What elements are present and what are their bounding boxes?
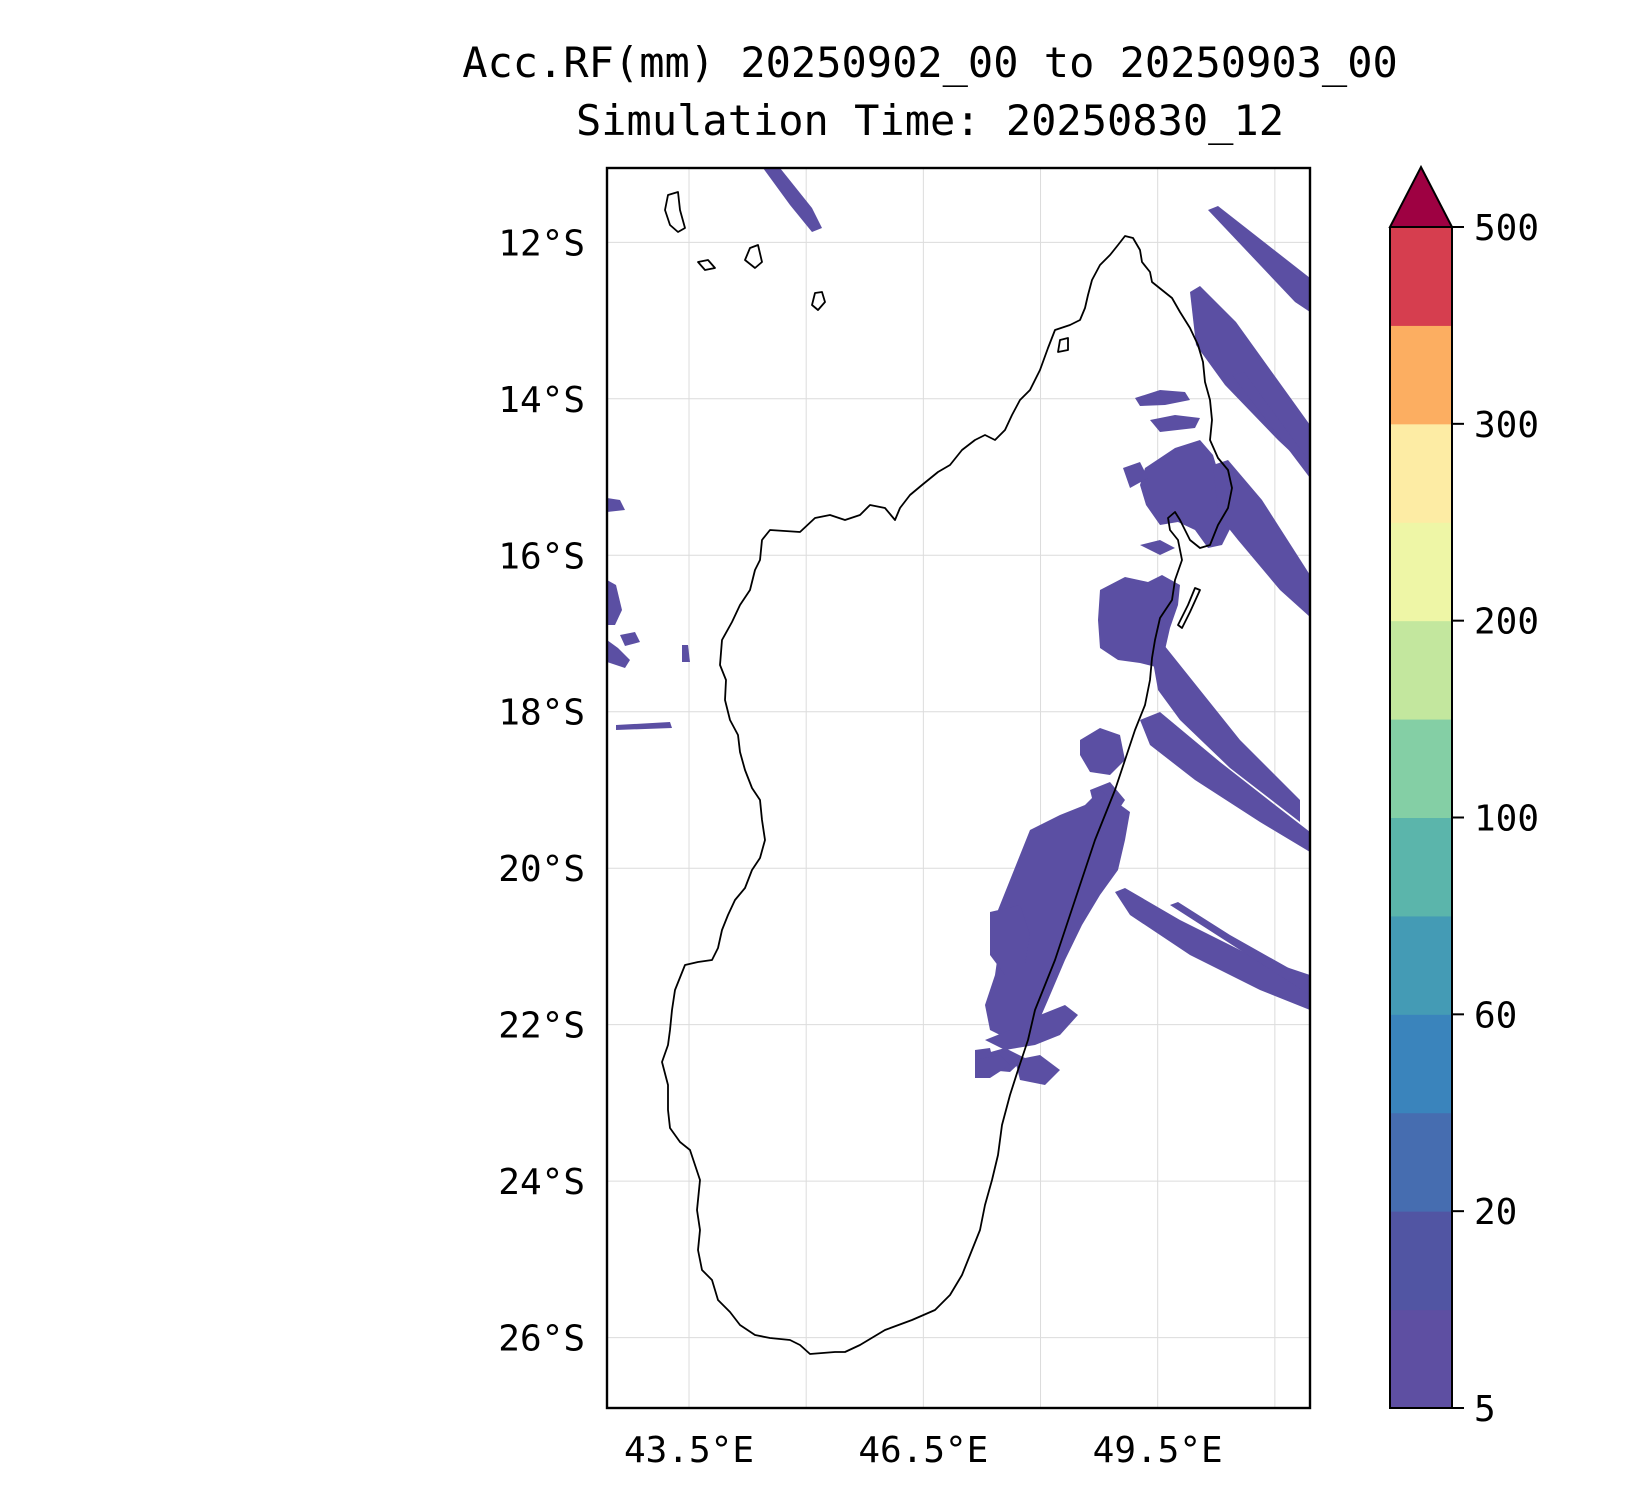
colorbar-segment xyxy=(1390,325,1452,425)
madagascar-outline xyxy=(661,235,1233,1355)
rain-blob-sw-1 xyxy=(990,905,1030,975)
rain-blob-coast-1 xyxy=(1080,728,1125,775)
colorbar-segment xyxy=(1390,1211,1452,1311)
graticule xyxy=(607,168,1310,1408)
rain-band-northeast-3 xyxy=(1232,372,1310,478)
colorbar-tick-label: 100 xyxy=(1474,799,1539,840)
colorbar-tick-label: 500 xyxy=(1474,208,1539,249)
rain-band-coastal-south xyxy=(985,790,1130,1040)
colorbar-tick-label: 300 xyxy=(1474,405,1539,446)
lat-tick-label: 26°S xyxy=(498,1319,585,1360)
rain-band-northeast-1 xyxy=(1208,206,1310,312)
colorbar-segment xyxy=(1390,1112,1452,1212)
rain-blob-interior-3 xyxy=(1015,1055,1060,1085)
lat-tick-label: 22°S xyxy=(498,1006,585,1047)
rain-band-south-2 xyxy=(1170,902,1310,995)
colorbar-segment xyxy=(1390,1309,1452,1409)
rain-band-east-3 xyxy=(1140,712,1310,852)
rain-blob-north-1 xyxy=(1135,390,1190,406)
rain-blob-north-4 xyxy=(1140,540,1175,555)
rain-band-south-streak xyxy=(1115,888,1310,1010)
rain-blob-north-3 xyxy=(1123,462,1148,488)
rainfall-shading xyxy=(607,168,1310,1085)
lat-tick-label: 16°S xyxy=(498,536,585,577)
lat-tick-label: 14°S xyxy=(498,380,585,421)
rain-blob-nw-1 xyxy=(763,168,822,232)
colorbar-tick-label: 200 xyxy=(1474,602,1539,643)
colorbar-tick-label: 60 xyxy=(1474,995,1517,1036)
longitude-tick-labels: 43.5°E 46.5°E 49.5°E xyxy=(624,1430,1223,1471)
colorbar-segment xyxy=(1390,423,1452,523)
colorbar-segment xyxy=(1390,915,1452,1015)
rain-blob-antongil xyxy=(1140,440,1232,548)
rain-blob-west-4 xyxy=(620,632,640,646)
rain-blob-west-6 xyxy=(616,722,672,730)
lon-tick-label: 43.5°E xyxy=(624,1430,754,1471)
lon-tick-label: 49.5°E xyxy=(1093,1430,1223,1471)
lat-tick-label: 24°S xyxy=(498,1162,585,1203)
coastline xyxy=(661,191,1233,1355)
map-subtitle: Simulation Time: 20250830_12 xyxy=(575,96,1284,145)
lon-tick-label: 46.5°E xyxy=(858,1430,988,1471)
map-title: Acc.RF(mm) 20250902_00 to 20250903_00 xyxy=(462,38,1398,87)
rain-blob-west-2 xyxy=(607,580,622,625)
rain-band-east-1 xyxy=(1213,460,1310,617)
rain-blob-south-tail xyxy=(975,1055,1010,1078)
lat-tick-label: 18°S xyxy=(498,693,585,734)
lat-tick-label: 12°S xyxy=(498,223,585,264)
latitude-tick-labels: 12°S 14°S 16°S 18°S 20°S 22°S 24°S 26°S xyxy=(498,223,585,1359)
colorbar-segment xyxy=(1390,817,1452,917)
rain-blob-west-3 xyxy=(607,640,630,668)
island-anjouan xyxy=(744,244,763,269)
island-nosy-be xyxy=(1057,337,1069,353)
island-moheli xyxy=(697,259,716,271)
rain-blob-west-5 xyxy=(682,645,690,662)
colorbar-extend-arrow xyxy=(1388,164,1454,228)
colorbar-segment xyxy=(1390,1014,1452,1114)
island-grande-comore xyxy=(664,191,686,233)
colorbar-tick-label: 5 xyxy=(1474,1389,1496,1430)
colorbar-tick-label: 20 xyxy=(1474,1192,1517,1233)
colorbar-segment xyxy=(1390,719,1452,818)
colorbar: 5 20 60 100 200 300 500 xyxy=(1388,164,1539,1430)
map-frame xyxy=(605,166,1312,1410)
lat-tick-label: 20°S xyxy=(498,849,585,890)
colorbar-segment xyxy=(1390,227,1452,326)
rain-blob-west-1 xyxy=(607,498,625,512)
colorbar-segment xyxy=(1390,620,1452,720)
colorbar-segment xyxy=(1390,522,1452,622)
rain-band-east-2 xyxy=(1150,640,1300,822)
island-sainte-marie xyxy=(1177,587,1201,629)
island-mayotte xyxy=(811,291,826,311)
rain-blob-north-2 xyxy=(1150,415,1200,432)
